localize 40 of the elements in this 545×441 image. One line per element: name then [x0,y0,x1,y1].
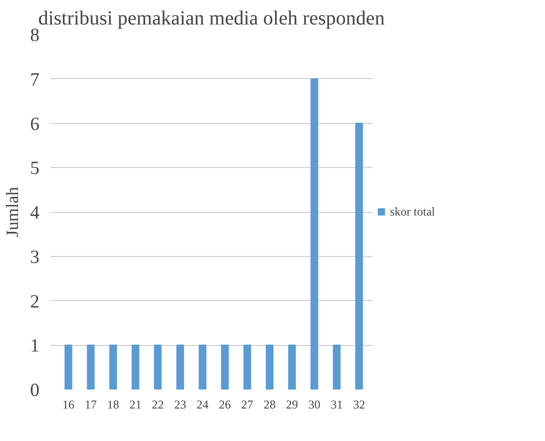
x-tick-label: 26 [218,398,231,412]
legend-label: skor total [390,204,435,219]
y-tick-label: 7 [30,69,40,90]
x-tick-label: 30 [308,398,320,412]
x-tick-label: 32 [353,398,366,412]
bar [154,344,162,390]
y-axis-title: Jumlah [3,186,22,238]
y-tick-label: 1 [30,336,40,357]
y-tick-label: 0 [30,380,40,401]
bar [243,344,252,390]
bar [132,344,140,390]
y-tick-label: 8 [30,25,40,46]
bar [64,344,72,390]
x-tick-label: 18 [107,398,120,412]
x-tick-label: 24 [196,398,209,412]
y-tick-label: 5 [30,158,40,180]
bar [86,344,95,390]
bar [288,344,296,390]
x-tick-label: 29 [286,398,298,412]
y-tick-label: 2 [30,291,40,312]
x-tick-label: 17 [84,398,97,412]
y-tick-label: 3 [30,246,40,268]
bar [266,344,274,390]
bar [221,344,229,390]
y-tick-label: 4 [30,202,40,224]
bar [310,78,318,390]
x-tick-label: 23 [174,398,186,412]
bar [109,344,117,390]
x-tick-label: 31 [330,398,343,412]
chart-title: distribusi pemakaian media oleh responden [38,8,385,30]
bar [176,344,184,390]
bar [355,122,363,390]
bar [332,344,341,390]
y-tick-label: 6 [30,114,40,135]
x-tick-label: 16 [62,398,74,412]
x-tick-label: 22 [152,398,164,412]
x-tick-label: 21 [129,398,142,412]
x-tick-label: 28 [264,398,276,412]
bar [198,344,206,390]
x-tick-label: 27 [241,398,254,412]
